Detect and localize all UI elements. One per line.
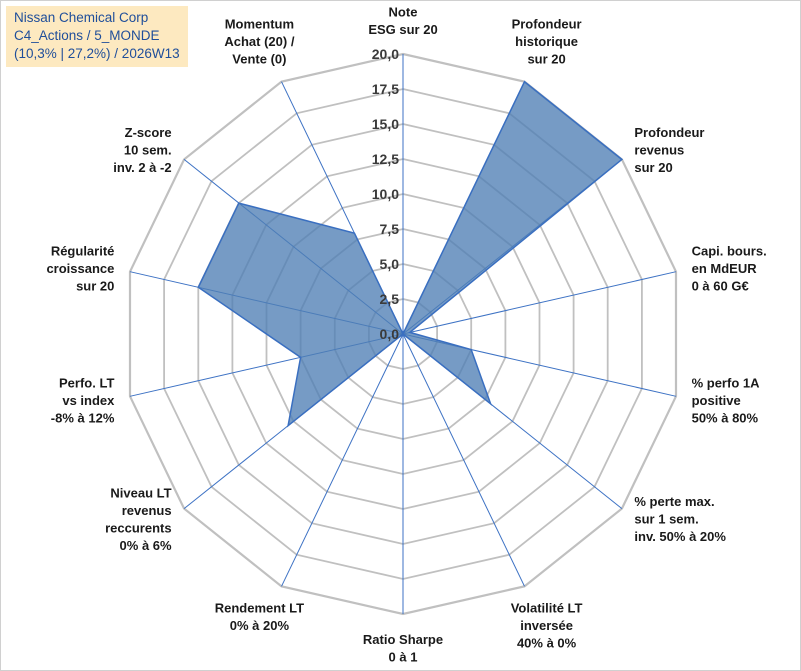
spoke-capi: [402, 271, 677, 335]
axis-label-line: Z-score: [125, 125, 172, 140]
axis-label-line: 40% à 0%: [517, 636, 577, 651]
tick-label: 2,5: [380, 291, 400, 307]
axis-label-rendement: Rendement LT 0% à 20%: [215, 601, 304, 634]
title-category: C4_Actions / 5_MONDE: [14, 28, 160, 43]
axis-label-line: Volatilité LT: [511, 601, 583, 616]
title-company: Nissan Chemical Corp: [14, 10, 149, 25]
tick-label: 5,0: [380, 256, 400, 272]
axis-label-line: sur 20: [76, 279, 114, 294]
axis-label-sharpe: Ratio Sharpe 0 à 1: [363, 632, 443, 665]
axis-label-line: Niveau LT: [110, 485, 171, 500]
axis-label-line: 0% à 6%: [120, 538, 172, 553]
tick-label: 0,0: [380, 326, 400, 342]
tick-label: 7,5: [380, 221, 400, 237]
spoke-rendement: [281, 333, 404, 587]
axis-label-line: Achat (20) /: [224, 34, 294, 49]
axis-label-line: Rendement LT: [215, 601, 304, 616]
axis-label-prof-rev: Profondeur revenus sur 20: [634, 125, 704, 175]
chart-title-box: Nissan Chemical Corp C4_Actions / 5_MOND…: [6, 6, 188, 67]
axis-labels: Note ESG sur 20 Profondeur historique sur 20…: [46, 5, 766, 665]
axis-label-regularite: Régularité croissance sur 20: [46, 244, 114, 294]
axis-label-line: % perte max.: [634, 494, 714, 509]
axis-label-niveau-rev: Niveau LT revenus reccurents 0% à 6%: [105, 485, 172, 553]
axis-label-line: Capi. bours.: [692, 244, 767, 259]
axis-label-line: 0 à 60 G€: [692, 279, 749, 294]
axis-label-line: revenus: [122, 503, 172, 518]
axis-label-perf-lt: Perfo. LT vs index -8% à 12%: [51, 375, 115, 425]
axis-label-line: positive: [692, 393, 741, 408]
axis-label-line: 0 à 1: [389, 650, 418, 665]
tick-label: 12,5: [372, 151, 399, 167]
axis-label-momentum: Momentum Achat (20) / Vente (0): [224, 16, 294, 66]
axis-label-line: Profondeur: [512, 16, 582, 31]
axis-label-line: 0% à 20%: [230, 618, 290, 633]
axis-label-line: % perfo 1A: [692, 375, 761, 390]
axis-label-line: Momentum: [225, 16, 294, 31]
tick-label: 10,0: [372, 186, 399, 202]
axis-label-line: -8% à 12%: [51, 410, 115, 425]
axis-label-perte-max: % perte max. sur 1 sem. inv. 50% à 20%: [634, 494, 726, 544]
axis-label-line: 10 sem.: [124, 142, 172, 157]
axis-label-line: Ratio Sharpe: [363, 632, 443, 647]
axis-label-line: Note: [389, 5, 418, 20]
axis-label-line: ESG sur 20: [368, 22, 437, 37]
axis-label-line: sur 1 sem.: [634, 512, 698, 527]
tick-label: 15,0: [372, 116, 399, 132]
axis-label-line: sur 20: [634, 160, 672, 175]
axis-label-esg: Note ESG sur 20: [368, 5, 437, 38]
axis-label-line: reccurents: [105, 520, 171, 535]
axis-label-line: inversée: [520, 618, 573, 633]
axis-label-perf1a: % perfo 1A positive 50% à 80%: [692, 375, 761, 425]
axis-label-line: Régularité: [51, 244, 115, 259]
axis-label-capi: Capi. bours. en MdEUR 0 à 60 G€: [692, 244, 767, 294]
tick-label: 17,5: [372, 81, 399, 97]
axis-label-line: 50% à 80%: [692, 410, 759, 425]
axis-label-prof-hist: Profondeur historique sur 20: [512, 16, 582, 66]
axis-label-line: Profondeur: [634, 125, 704, 140]
tick-label: 20,0: [372, 46, 399, 62]
title-stats: (10,3% | 27,2%) / 2026W13: [14, 46, 180, 61]
series-polygon: [197, 80, 624, 428]
radar-series: [197, 80, 624, 428]
axis-label-line: en MdEUR: [692, 261, 758, 276]
axis-label-line: vs index: [62, 393, 115, 408]
spoke-volat: [402, 333, 525, 587]
axis-label-line: Vente (0): [232, 51, 286, 66]
axis-label-volat: Volatilité LT inversée 40% à 0%: [511, 601, 583, 651]
axis-label-line: revenus: [634, 142, 684, 157]
axis-label-line: inv. 2 à -2: [113, 160, 171, 175]
axis-label-line: historique: [515, 34, 578, 49]
axis-label-line: inv. 50% à 20%: [634, 529, 726, 544]
axis-label-line: Perfo. LT: [59, 375, 114, 390]
radial-tick-labels: 0,0 2,5 5,0 7,5 10,0 12,5 15,0 17,5 20,0: [372, 46, 399, 342]
axis-label-zscore: Z-score 10 sem. inv. 2 à -2: [113, 125, 171, 175]
axis-label-line: croissance: [46, 261, 114, 276]
axis-label-line: sur 20: [527, 51, 565, 66]
